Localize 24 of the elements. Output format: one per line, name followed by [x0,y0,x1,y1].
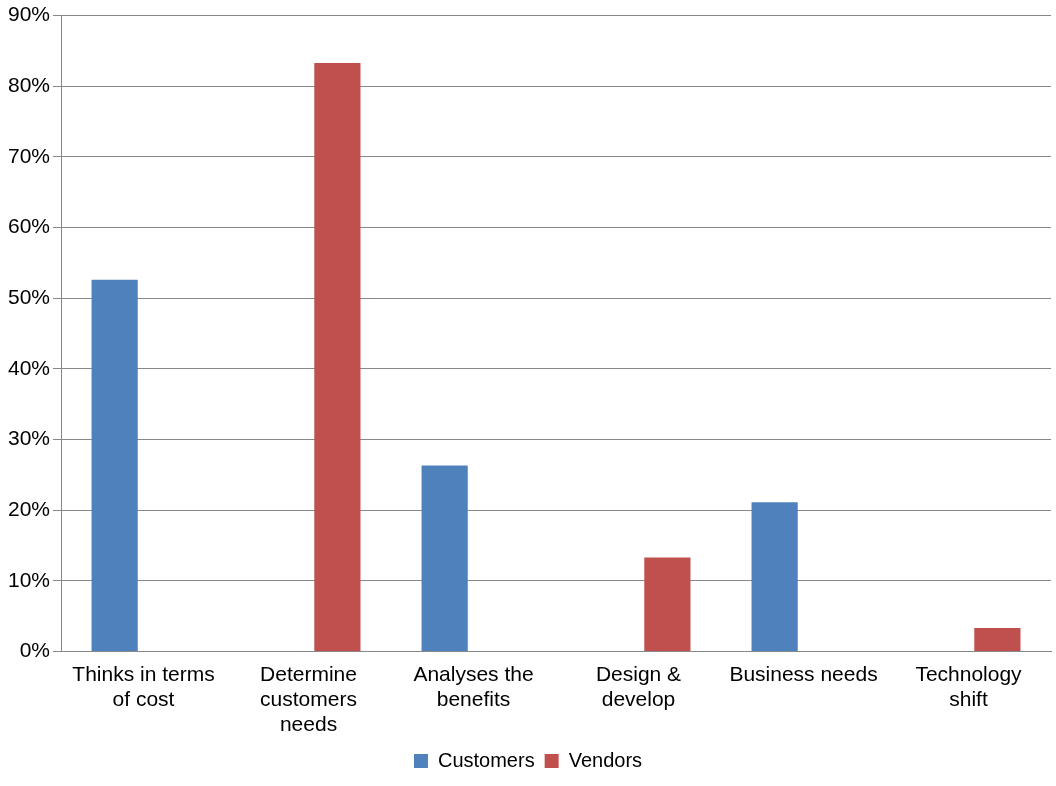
y-tick-label: 20% [8,496,51,520]
bar [974,628,1021,651]
bar [314,62,361,651]
legend-label: Vendors [568,748,643,771]
y-tick-label: 40% [8,355,51,379]
x-tick-label: Analyses the benefits [413,661,534,710]
x-tick-label: Technology shift [915,661,1023,710]
x-tick-label: Determine customers needs [260,661,357,736]
y-tick-label: 30% [8,426,51,450]
y-tick-label: 10% [8,567,51,591]
bar [644,557,691,651]
y-tick-label: 60% [8,214,51,238]
y-tick-label: 90% [8,2,51,26]
x-tick-label: Thinks in terms of cost [72,661,215,710]
y-tick-label: 0% [19,638,51,662]
y-tick-label: 80% [8,73,51,97]
bar [751,502,798,651]
y-tick-label: 50% [8,284,51,308]
x-tick-label: Design & develop [595,661,682,710]
bar [91,279,138,651]
bar [421,465,468,651]
x-tick-label: Business needs [729,661,878,685]
y-tick-label: 70% [8,143,51,167]
legend-label: Customers [437,748,535,771]
